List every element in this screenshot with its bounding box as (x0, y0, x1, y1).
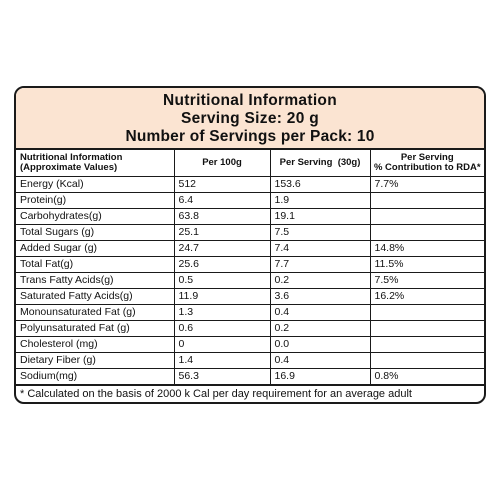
per-100g-cell: 24.7 (173, 240, 271, 257)
table-row: Total Sugars (g) 25.1 7.5 (16, 224, 484, 241)
serving-size: Serving Size: 20 g (180, 110, 320, 127)
servings-per-pack: Number of Servings per Pack: 10 (125, 128, 375, 145)
per-100g-cell: 1.4 (173, 352, 271, 369)
per-serving-cell: 0.4 (269, 304, 371, 321)
per-serving-cell: 153.6 (269, 176, 371, 193)
table-row: Sodium(mg) 56.3 16.9 0.8% (16, 368, 484, 385)
nutrient-name-cell: Energy (Kcal) (16, 176, 175, 193)
rda-percent-cell (369, 208, 484, 225)
column-header-nutrient: Nutritional Information (Approximate Val… (16, 150, 175, 177)
nutrient-name-cell: Polyunsaturated Fat (g) (16, 320, 175, 337)
nutrition-table: Nutritional Information (Approximate Val… (16, 150, 484, 385)
label-header: Nutritional Information Serving Size: 20… (16, 88, 484, 150)
table-header-row: Nutritional Information (Approximate Val… (16, 150, 484, 177)
nutrient-name-cell: Carbohydrates(g) (16, 208, 175, 225)
rda-percent-cell: 7.5% (369, 272, 484, 289)
per-serving-cell: 7.7 (269, 256, 371, 273)
nutrient-name-cell: Added Sugar (g) (16, 240, 175, 257)
rda-percent-cell: 14.8% (369, 240, 484, 257)
nutrition-label: Nutritional Information Serving Size: 20… (14, 86, 486, 404)
per-serving-cell: 3.6 (269, 288, 371, 305)
table-row: Dietary Fiber (g) 1.4 0.4 (16, 352, 484, 369)
rda-percent-cell: 11.5% (369, 256, 484, 273)
column-header-per-100g: Per 100g (173, 150, 271, 177)
table-row: Monounsaturated Fat (g) 1.3 0.4 (16, 304, 484, 321)
nutrient-name-cell: Monounsaturated Fat (g) (16, 304, 175, 321)
nutrient-name-cell: Saturated Fatty Acids(g) (16, 288, 175, 305)
per-100g-cell: 63.8 (173, 208, 271, 225)
per-100g-cell: 56.3 (173, 368, 271, 385)
per-serving-cell: 7.5 (269, 224, 371, 241)
rda-percent-cell: 7.7% (369, 176, 484, 193)
per-serving-cell: 0.4 (269, 352, 371, 369)
rda-percent-cell: 0.8% (369, 368, 484, 385)
table-row: Polyunsaturated Fat (g) 0.6 0.2 (16, 320, 484, 337)
per-serving-cell: 7.4 (269, 240, 371, 257)
per-100g-cell: 11.9 (173, 288, 271, 305)
column-header-per-serving: Per Serving (30g) (269, 150, 371, 177)
rda-percent-cell (369, 192, 484, 209)
per-100g-cell: 1.3 (173, 304, 271, 321)
rda-percent-cell (369, 320, 484, 337)
label-title: Nutritional Information (163, 92, 337, 109)
table-row: Saturated Fatty Acids(g) 11.9 3.6 16.2% (16, 288, 484, 305)
rda-percent-cell: 16.2% (369, 288, 484, 305)
column-header-nutrient-line1: Nutritional Information (20, 152, 123, 163)
column-header-rda: Per Serving % Contribution to RDA* (369, 150, 484, 177)
column-header-per-100g-label: Per 100g (202, 157, 242, 168)
per-100g-cell: 25.6 (173, 256, 271, 273)
per-100g-cell: 512 (173, 176, 271, 193)
column-header-rda-line2: % Contribution to RDA* (373, 162, 481, 173)
table-row: Added Sugar (g) 24.7 7.4 14.8% (16, 240, 484, 257)
nutrient-name-cell: Total Fat(g) (16, 256, 175, 273)
rda-percent-cell (369, 352, 484, 369)
table-row: Carbohydrates(g) 63.8 19.1 (16, 208, 484, 225)
per-serving-cell: 0.0 (269, 336, 371, 353)
table-row: Energy (Kcal) 512 153.6 7.7% (16, 176, 484, 193)
per-serving-cell: 0.2 (269, 320, 371, 337)
rda-percent-cell (369, 224, 484, 241)
column-header-rda-line1: Per Serving (400, 152, 454, 163)
nutrient-name-cell: Cholesterol (mg) (16, 336, 175, 353)
table-row: Protein(g) 6.4 1.9 (16, 192, 484, 209)
per-100g-cell: 0.5 (173, 272, 271, 289)
nutrient-name-cell: Trans Fatty Acids(g) (16, 272, 175, 289)
per-serving-cell: 19.1 (269, 208, 371, 225)
per-serving-cell: 16.9 (269, 368, 371, 385)
nutrient-name-cell: Dietary Fiber (g) (16, 352, 175, 369)
per-100g-cell: 25.1 (173, 224, 271, 241)
per-serving-cell: 1.9 (269, 192, 371, 209)
per-100g-cell: 0.6 (173, 320, 271, 337)
nutrient-name-cell: Sodium(mg) (16, 368, 175, 385)
rda-percent-cell (369, 304, 484, 321)
per-100g-cell: 6.4 (173, 192, 271, 209)
rda-percent-cell (369, 336, 484, 353)
table-row: Cholesterol (mg) 0 0.0 (16, 336, 484, 353)
column-header-per-serving-label: Per Serving (30g) (279, 157, 361, 168)
nutrient-name-cell: Protein(g) (16, 192, 175, 209)
per-100g-cell: 0 (173, 336, 271, 353)
nutrient-name-cell: Total Sugars (g) (16, 224, 175, 241)
table-row: Trans Fatty Acids(g) 0.5 0.2 7.5% (16, 272, 484, 289)
table-row: Total Fat(g) 25.6 7.7 11.5% (16, 256, 484, 273)
rda-footnote: * Calculated on the basis of 2000 k Cal … (16, 385, 484, 402)
column-header-nutrient-line2: (Approximate Values) (20, 162, 118, 173)
per-serving-cell: 0.2 (269, 272, 371, 289)
